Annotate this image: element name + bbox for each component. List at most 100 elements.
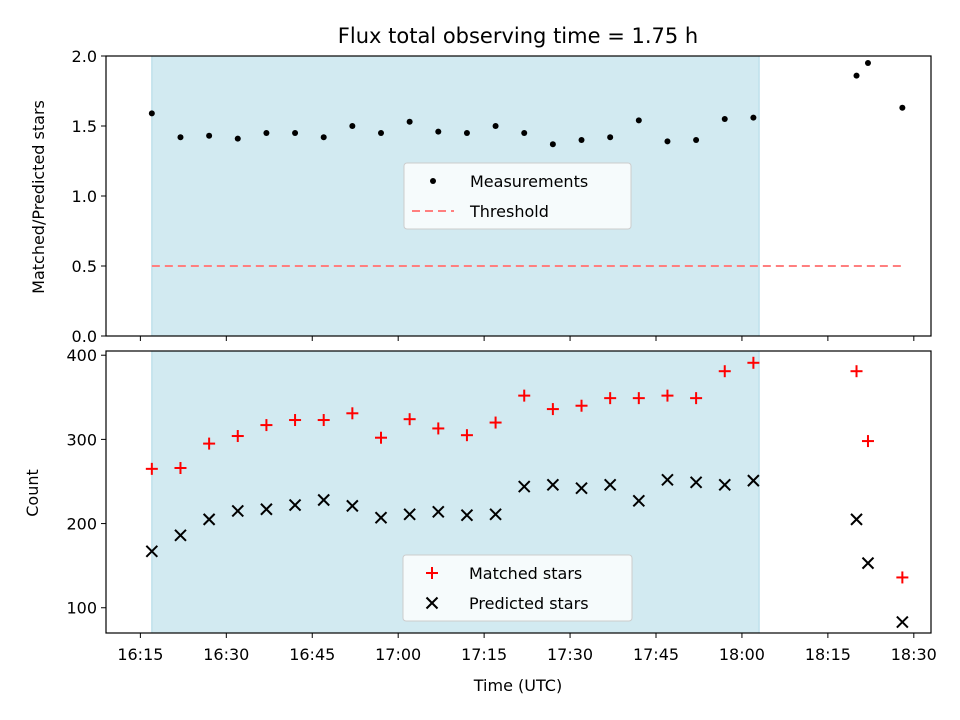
matched-star-point [896, 571, 909, 584]
predicted-star-point [861, 556, 875, 570]
predicted-star-point [896, 615, 909, 629]
x-tick-label: 18:30 [891, 645, 937, 664]
measurement-point [853, 72, 860, 79]
measurement-point [607, 134, 614, 141]
predicted-star-point [145, 545, 159, 558]
predicted-star-point [260, 503, 273, 516]
predicted-star-point [288, 498, 302, 512]
x-tick-label: 16:45 [289, 645, 335, 664]
predicted-star-mark-b [174, 529, 187, 542]
x-tick-label: 17:00 [375, 645, 421, 664]
bottom-y-tick-label: 300 [66, 430, 97, 449]
matched-star-point [260, 419, 273, 432]
measurement-point [234, 135, 241, 142]
measurement-point [435, 128, 442, 135]
measurement-point [292, 130, 299, 136]
x-tick-label: 18:15 [805, 645, 851, 664]
predicted-star-point [546, 478, 560, 492]
legend-measurements-swatch [430, 178, 436, 184]
predicted-star-mark-b [689, 476, 703, 489]
matched-star-point [203, 437, 216, 450]
predicted-star-mark-b [145, 545, 159, 558]
predicted-star-point [231, 504, 244, 518]
bottom-y-axis-label: Count [23, 469, 42, 517]
measurement-point [320, 134, 327, 141]
matched-star-point [632, 392, 645, 405]
x-tick-label: 18:00 [719, 645, 765, 664]
measurement-point [177, 134, 184, 141]
measurement-point [206, 132, 213, 139]
legend-predicted-swatch-b [425, 596, 439, 610]
matched-star-point [546, 403, 559, 416]
predicted-star-point [346, 499, 359, 513]
measurement-point [378, 130, 384, 136]
predicted-star-mark-b [850, 513, 863, 526]
predicted-star-mark-b [403, 508, 416, 521]
legend-entry-label: Measurements [470, 172, 588, 191]
predicted-star-point [489, 508, 502, 521]
predicted-star-point [432, 505, 445, 518]
matched-star-point [375, 431, 387, 444]
measurement-point [549, 141, 556, 148]
predicted-star-point [202, 513, 216, 526]
predicted-star-mark-b [575, 482, 588, 495]
legend-entry-label: Threshold [469, 202, 549, 221]
x-axis-label: Time (UTC) [473, 676, 562, 695]
predicted-star-mark-b [718, 478, 731, 492]
predicted-star-mark-b [747, 474, 760, 487]
x-tick-label: 16:15 [117, 645, 163, 664]
predicted-star-point [317, 493, 330, 507]
legend-entry-label: Matched stars [469, 564, 582, 583]
predicted-star-mark-b [896, 615, 909, 629]
predicted-star-mark-b [432, 505, 445, 518]
measurement-point [578, 137, 585, 143]
predicted-star-point [747, 474, 760, 487]
top-legend-box [403, 162, 632, 230]
measurement-point [463, 130, 470, 136]
matched-star-point [575, 399, 588, 412]
predicted-star-mark-b [546, 478, 560, 492]
matched-star-point [604, 392, 617, 405]
bottom-axes-frame [105, 350, 932, 634]
predicted-star-mark-b [317, 493, 330, 507]
predicted-star-point [718, 478, 731, 492]
predicted-star-mark-b [231, 504, 244, 518]
x-tick-label: 17:45 [633, 645, 679, 664]
predicted-star-mark-b [518, 480, 531, 493]
measurement-point [721, 116, 728, 122]
predicted-star-mark-b [661, 473, 674, 487]
top-y-tick-label: 0.5 [72, 257, 97, 276]
top-legend: Measurements Threshold [403, 162, 632, 230]
bottom-legend: Matched stars Predicted stars [402, 554, 633, 622]
chart-title: Flux total observing time = 1.75 h [338, 24, 698, 48]
bottom-y-tick-label: 100 [66, 599, 97, 618]
matched-star-point [432, 422, 445, 435]
bottom-series-1 [145, 473, 909, 629]
top-y-tick-label: 0.0 [72, 327, 97, 346]
matched-star-point [850, 365, 863, 378]
predicted-star-point [374, 511, 388, 524]
predicted-star-point [603, 478, 617, 492]
x-tick-label: 16:30 [203, 645, 249, 664]
top-panel: Matched/Predicted stars 0.0 0.5 1.0 1.5 2.0 M… [29, 47, 932, 346]
matched-star-point [661, 389, 674, 402]
bottom-y-tick-label: 400 [66, 346, 97, 365]
measurement-point [664, 138, 671, 145]
measurement-point [349, 123, 356, 129]
legend-entry-label: Predicted stars [469, 594, 589, 613]
bottom-legend-box [402, 554, 633, 622]
predicted-star-point [518, 480, 531, 493]
predicted-star-mark-b [861, 556, 875, 570]
top-y-tick-label: 1.5 [72, 117, 97, 136]
matched-star-point [403, 413, 416, 426]
matched-star-point [289, 414, 302, 427]
matched-star-point [861, 435, 874, 448]
predicted-star-point [632, 494, 646, 508]
bottom-series-0 [145, 356, 909, 584]
predicted-star-mark-b [603, 478, 617, 492]
matched-star-point [718, 365, 731, 378]
matched-star-point [145, 462, 158, 475]
matched-star-point [174, 462, 187, 475]
predicted-star-mark-b [374, 511, 388, 524]
